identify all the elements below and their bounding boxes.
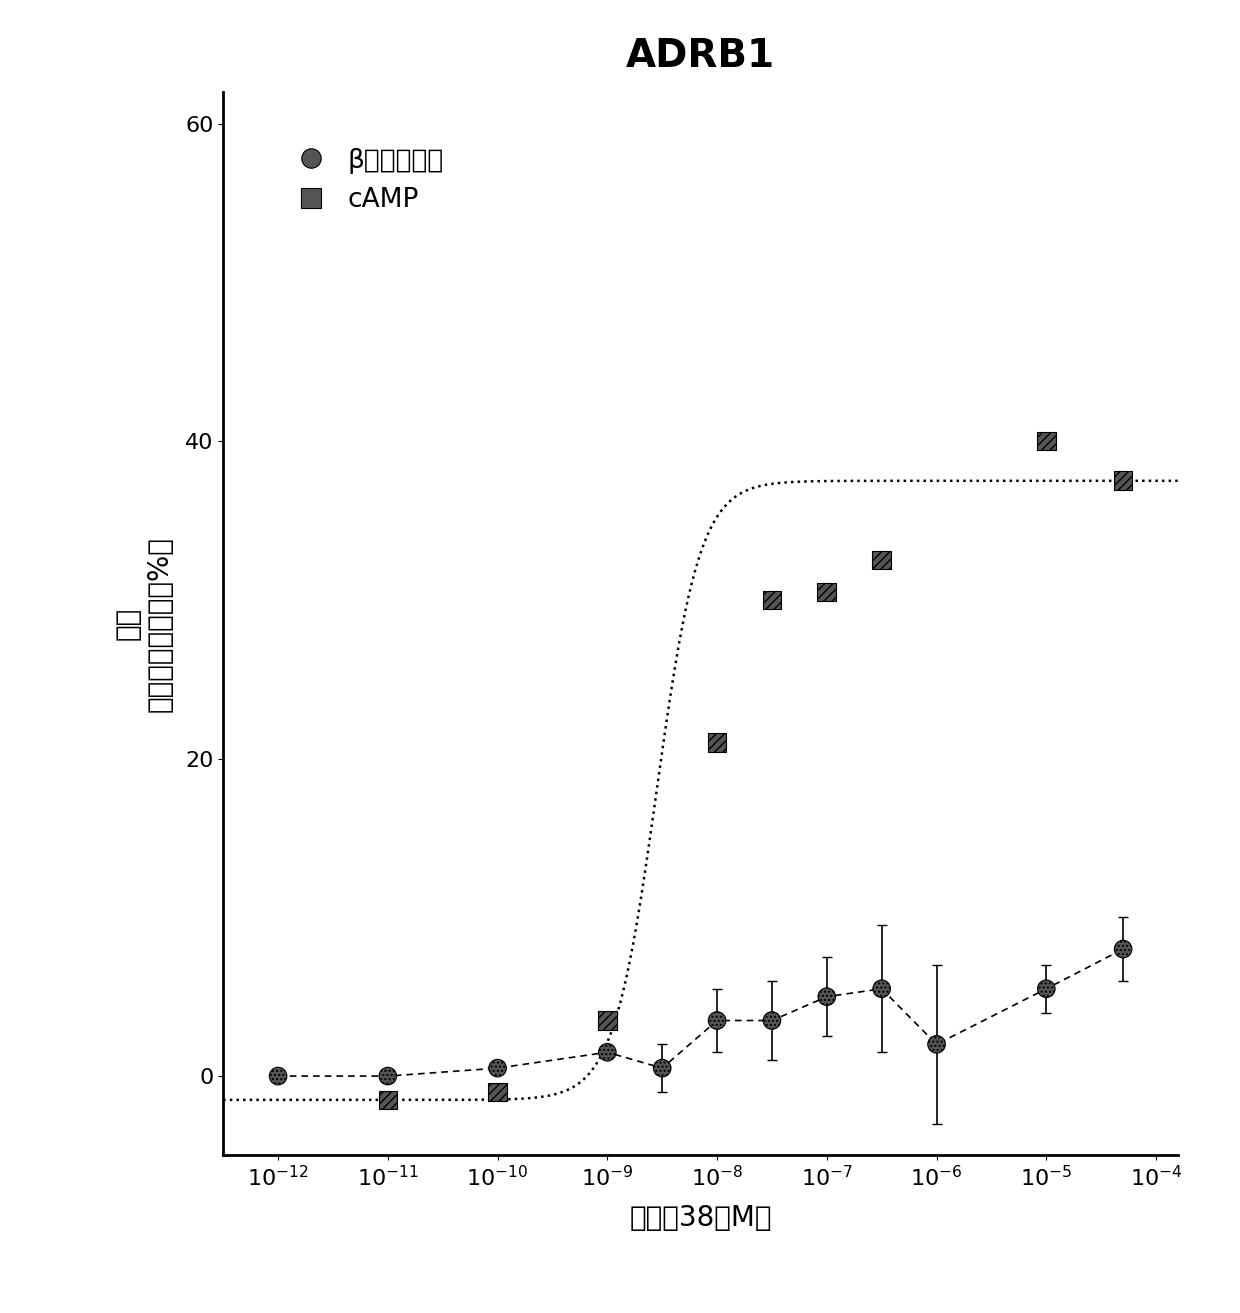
Point	[872, 978, 892, 999]
Point	[707, 1010, 727, 1031]
Point	[872, 550, 892, 571]
Point	[598, 1041, 618, 1062]
Point	[817, 986, 837, 1007]
Point	[1037, 978, 1056, 999]
Point	[763, 1010, 782, 1031]
X-axis label: 化合狫38（M）: 化合狫38（M）	[630, 1204, 771, 1233]
Legend: β－抑制蛋白, cAMP: β－抑制蛋白, cAMP	[284, 137, 454, 223]
Point	[598, 1010, 618, 1031]
Point	[652, 1058, 672, 1079]
Point	[1037, 431, 1056, 452]
Point	[1114, 939, 1133, 960]
Point	[487, 1082, 507, 1103]
Point	[926, 1033, 946, 1054]
Title: ADRB1: ADRB1	[626, 37, 775, 75]
Point	[763, 590, 782, 611]
Point	[1114, 470, 1133, 491]
Point	[378, 1066, 398, 1087]
Point	[378, 1090, 398, 1111]
Point	[268, 1066, 288, 1087]
Y-axis label: 效力
（异丙肾上腪素的%）: 效力 （异丙肾上腪素的%）	[114, 536, 174, 712]
Point	[817, 582, 837, 603]
Point	[707, 733, 727, 754]
Point	[487, 1058, 507, 1079]
